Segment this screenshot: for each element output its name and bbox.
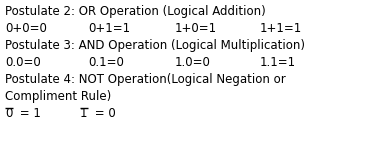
Text: 1.0=0: 1.0=0 <box>175 56 211 69</box>
Text: = 1: = 1 <box>16 107 41 120</box>
Text: 0+0=0: 0+0=0 <box>5 22 47 35</box>
Text: 1: 1 <box>80 107 87 120</box>
Text: = 0: = 0 <box>91 107 116 120</box>
Text: 0: 0 <box>5 107 12 120</box>
Text: 1+1=1: 1+1=1 <box>260 22 302 35</box>
Text: Postulate 2: OR Operation (Logical Addition): Postulate 2: OR Operation (Logical Addit… <box>5 5 266 18</box>
Text: 1+0=1: 1+0=1 <box>175 22 217 35</box>
Text: 0+1=1: 0+1=1 <box>88 22 130 35</box>
Text: 0.0=0: 0.0=0 <box>5 56 41 69</box>
Text: Postulate 4: NOT Operation(Logical Negation or: Postulate 4: NOT Operation(Logical Negat… <box>5 73 286 86</box>
Text: 0.1=0: 0.1=0 <box>88 56 124 69</box>
Text: 1.1=1: 1.1=1 <box>260 56 296 69</box>
Text: Postulate 3: AND Operation (Logical Multiplication): Postulate 3: AND Operation (Logical Mult… <box>5 39 305 52</box>
Text: Compliment Rule): Compliment Rule) <box>5 90 111 103</box>
